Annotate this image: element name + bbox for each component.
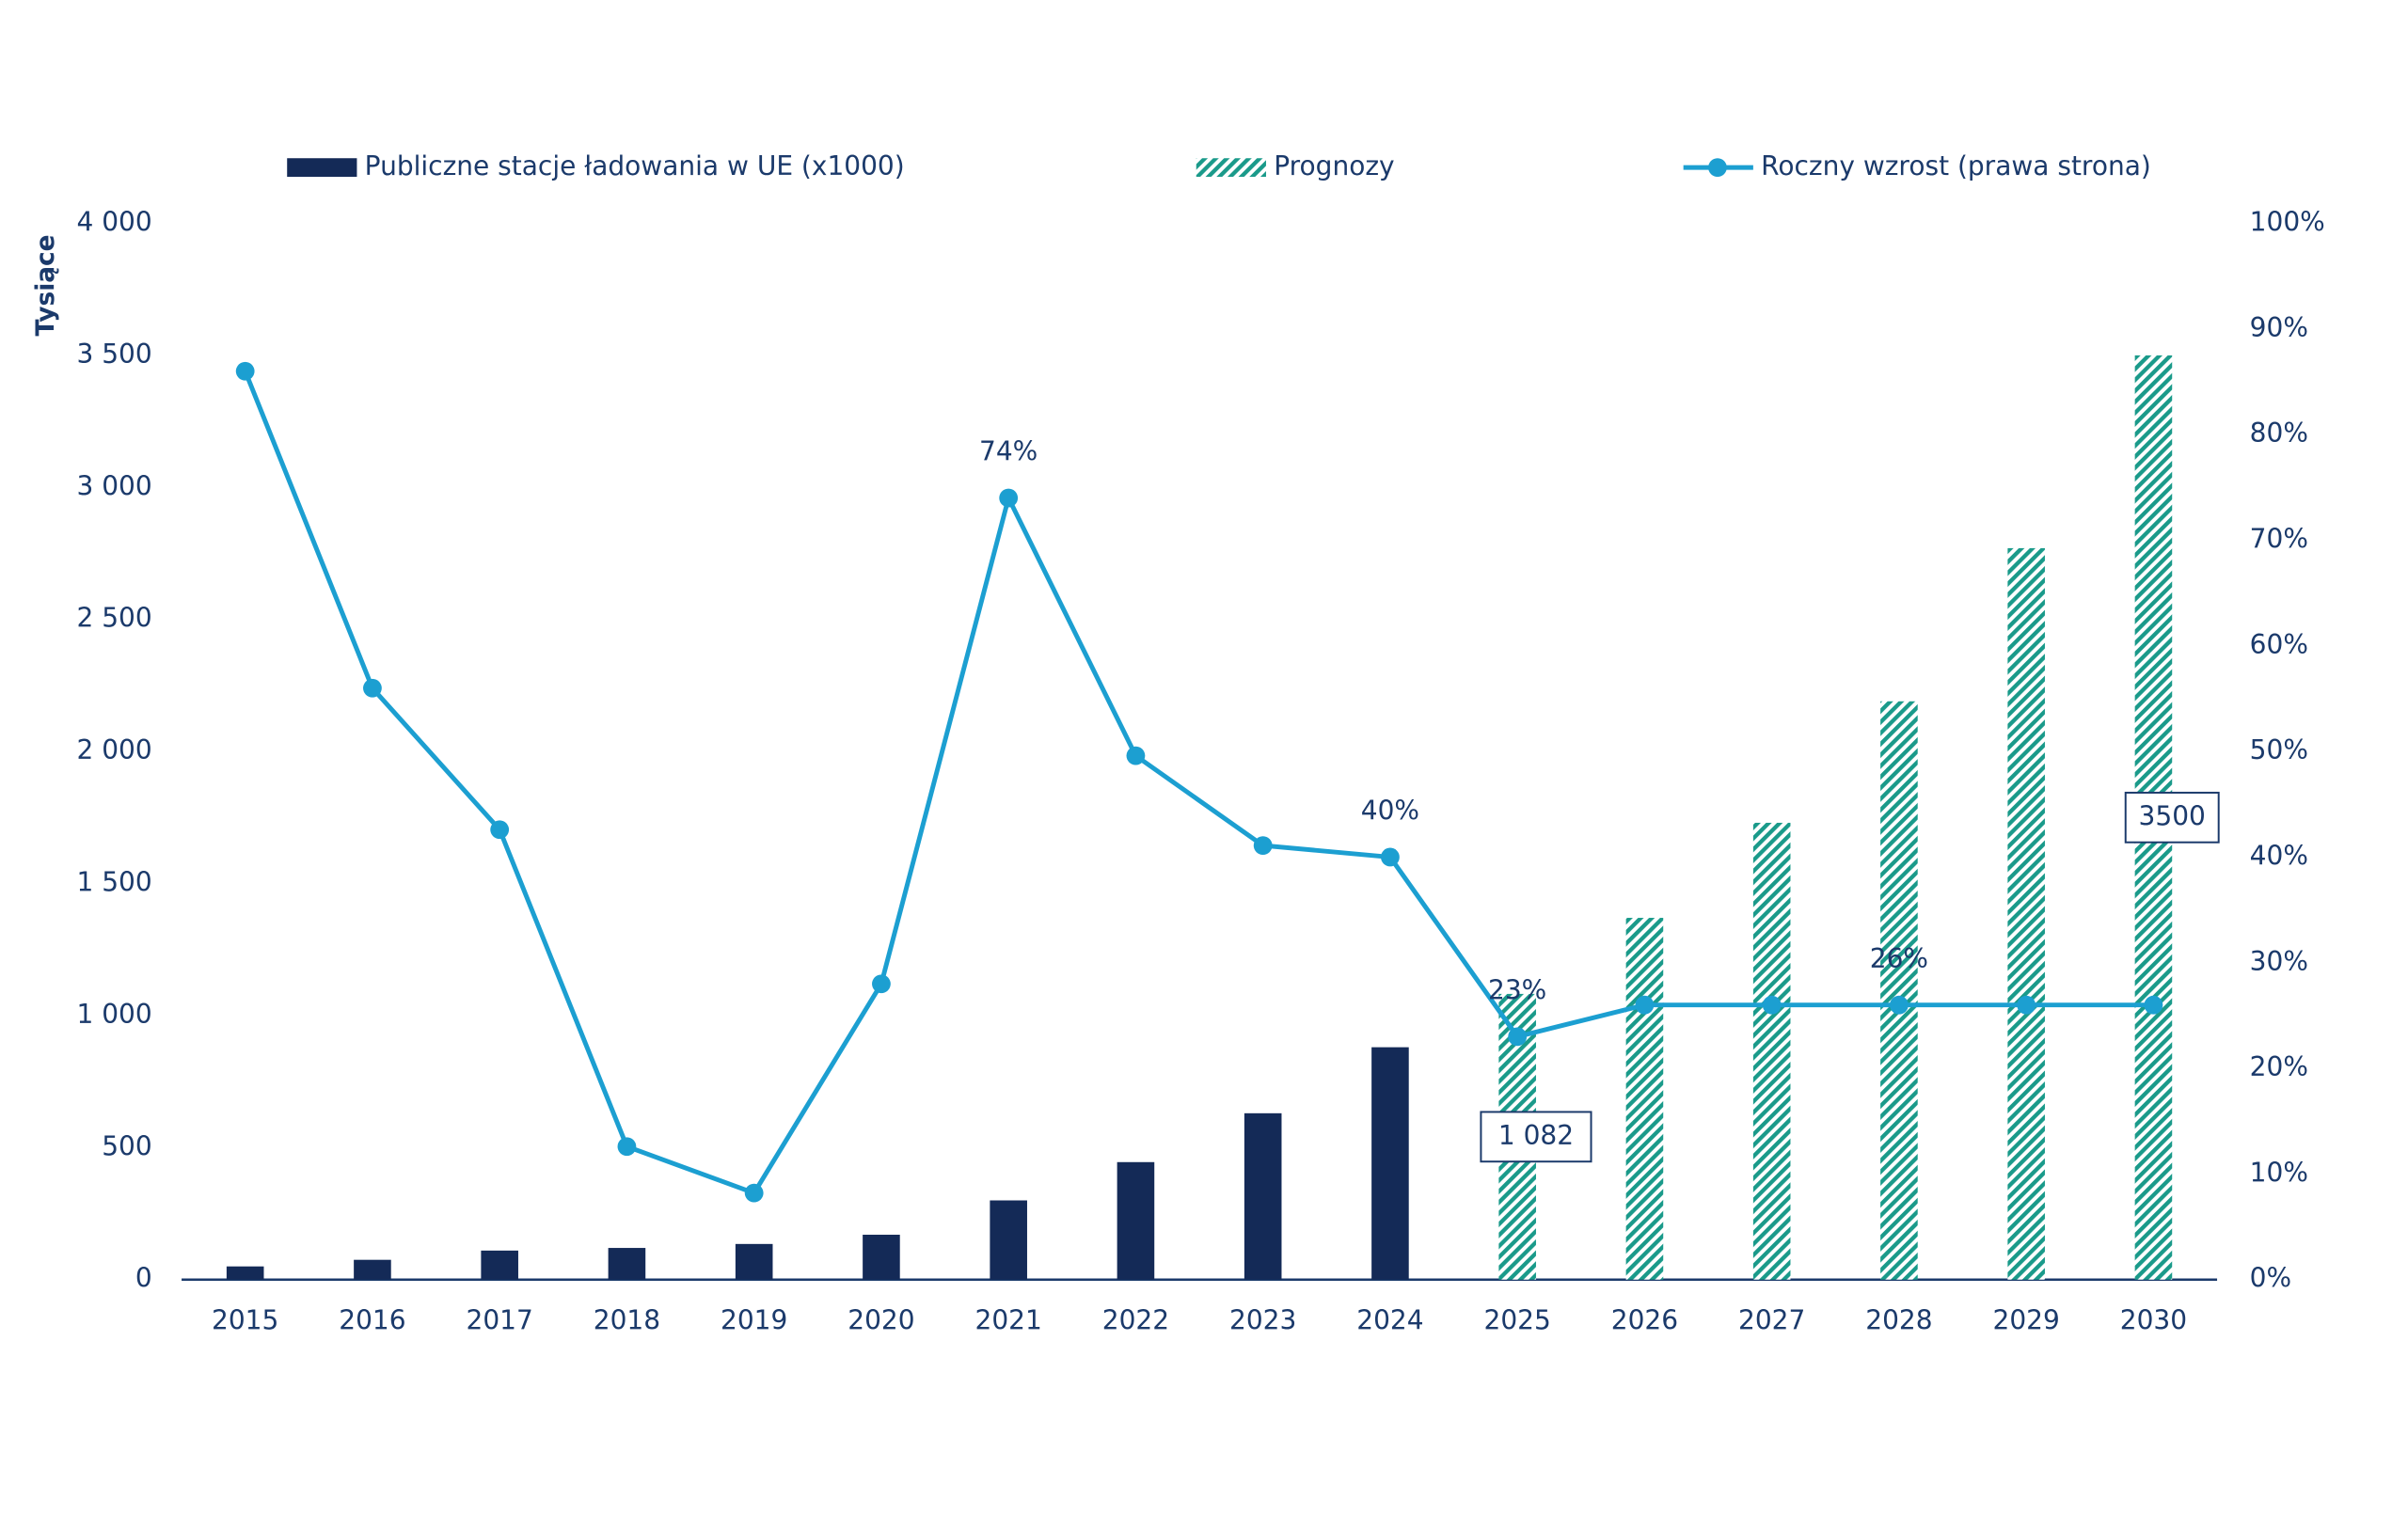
data-label: 40% bbox=[1361, 796, 1419, 827]
bar bbox=[2007, 547, 2045, 1280]
y2-tick-label: 40% bbox=[2250, 840, 2308, 871]
line-marker bbox=[363, 678, 382, 698]
x-tick-label: 2015 bbox=[212, 1304, 278, 1335]
data-label: 74% bbox=[979, 436, 1038, 467]
y2-tick-label: 70% bbox=[2250, 523, 2308, 554]
bar bbox=[1117, 1161, 1155, 1280]
line bbox=[243, 370, 2154, 1196]
y-tick-label: 1 500 bbox=[77, 867, 152, 898]
y2-tick-label: 80% bbox=[2250, 418, 2308, 449]
x-tick-label: 2028 bbox=[1865, 1304, 1932, 1335]
y-tick-label: 1 000 bbox=[77, 999, 152, 1030]
bar bbox=[735, 1243, 773, 1280]
line-marker bbox=[1126, 746, 1146, 765]
y-tick-label: 3 000 bbox=[77, 470, 152, 501]
legend-swatch bbox=[287, 158, 357, 178]
x-tick-label: 2020 bbox=[848, 1304, 914, 1335]
x-tick-label: 2019 bbox=[721, 1304, 787, 1335]
data-label: 1 082 bbox=[1498, 1120, 1574, 1151]
legend-label: Prognozy bbox=[1274, 150, 1394, 181]
x-tick-label: 2030 bbox=[2120, 1304, 2187, 1335]
line-marker bbox=[744, 1183, 764, 1203]
line-marker bbox=[1381, 847, 1400, 867]
y-tick-label: 500 bbox=[102, 1130, 151, 1161]
y2-tick-label: 30% bbox=[2250, 946, 2308, 977]
line-marker bbox=[1762, 995, 1782, 1015]
bar bbox=[1752, 822, 1791, 1280]
bar bbox=[608, 1248, 646, 1280]
x-tick-label: 2026 bbox=[1611, 1304, 1678, 1335]
y-tick-label: 2 500 bbox=[77, 603, 152, 634]
legend-marker bbox=[1708, 158, 1727, 178]
x-tick-label: 2025 bbox=[1484, 1304, 1551, 1335]
x-tick-label: 2023 bbox=[1229, 1304, 1296, 1335]
y2-tick-label: 0% bbox=[2250, 1263, 2291, 1294]
line-marker bbox=[490, 820, 510, 840]
legend-label: Publiczne stacje ładowania w UE (x1000) bbox=[365, 150, 905, 181]
line-marker bbox=[999, 488, 1019, 508]
line-marker bbox=[872, 974, 891, 994]
line-marker bbox=[617, 1137, 637, 1157]
line-marker bbox=[1508, 1027, 1528, 1047]
bar bbox=[1371, 1047, 1409, 1280]
data-label-box bbox=[2124, 791, 2220, 844]
data-label: 23% bbox=[1488, 975, 1546, 1006]
bar bbox=[990, 1200, 1027, 1280]
legend-swatch bbox=[1196, 158, 1266, 178]
y-tick-label: 2 000 bbox=[77, 734, 152, 765]
x-tick-label: 2016 bbox=[339, 1304, 405, 1335]
bar bbox=[1244, 1112, 1282, 1280]
y-tick-label: 4 000 bbox=[77, 207, 152, 238]
data-label: 26% bbox=[1870, 943, 1928, 974]
bar bbox=[226, 1266, 264, 1280]
bar bbox=[1880, 701, 1918, 1280]
y-tick-label: 0 bbox=[135, 1263, 152, 1294]
y-tick-label: 3 500 bbox=[77, 339, 152, 370]
x-tick-label: 2027 bbox=[1738, 1304, 1805, 1335]
x-tick-label: 2022 bbox=[1102, 1304, 1169, 1335]
line-marker bbox=[2144, 995, 2163, 1015]
y-axis-label: Tysiące bbox=[32, 234, 60, 336]
x-tick-label: 2029 bbox=[1993, 1304, 2060, 1335]
data-label-box bbox=[1480, 1111, 1592, 1163]
y2-tick-label: 90% bbox=[2250, 312, 2308, 343]
line-marker bbox=[2017, 995, 2036, 1015]
y2-tick-label: 10% bbox=[2250, 1157, 2308, 1188]
bar bbox=[863, 1235, 900, 1280]
line-marker bbox=[1253, 836, 1273, 855]
bar bbox=[354, 1259, 391, 1280]
bar bbox=[1625, 918, 1664, 1280]
x-tick-label: 2024 bbox=[1356, 1304, 1423, 1335]
y2-tick-label: 50% bbox=[2250, 734, 2308, 765]
x-tick-label: 2017 bbox=[467, 1304, 533, 1335]
x-tick-label: 2018 bbox=[594, 1304, 660, 1335]
bar bbox=[481, 1250, 518, 1280]
line-marker bbox=[1890, 995, 1909, 1015]
y2-tick-label: 100% bbox=[2250, 207, 2325, 238]
data-label: 3500 bbox=[2139, 800, 2206, 831]
y2-tick-label: 60% bbox=[2250, 629, 2308, 660]
line-marker bbox=[1635, 995, 1655, 1015]
x-tick-label: 2021 bbox=[975, 1304, 1042, 1335]
y2-tick-label: 20% bbox=[2250, 1051, 2308, 1082]
legend-label: Roczny wzrost (prawa strona) bbox=[1761, 150, 2151, 181]
line-marker bbox=[235, 361, 255, 381]
